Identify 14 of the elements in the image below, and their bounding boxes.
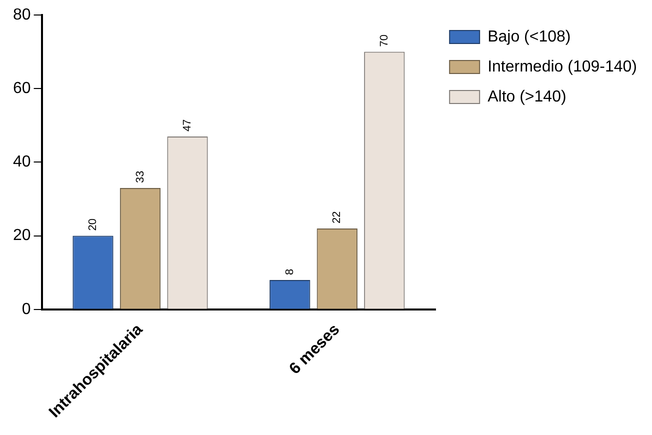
data-label: 70 <box>378 34 390 47</box>
legend-label: Alto (>140) <box>488 88 566 106</box>
data-label: 47 <box>182 119 194 132</box>
legend-label: Intermedio (109-140) <box>488 58 638 76</box>
y-tick-label: 0 <box>22 300 31 318</box>
data-label: 33 <box>134 170 146 183</box>
y-tick-label: 80 <box>13 6 31 24</box>
y-tick-label: 40 <box>13 154 31 171</box>
y-tick-label: 60 <box>13 80 31 98</box>
data-label: 22 <box>331 211 344 224</box>
legend-label: Bajo (<108) <box>488 28 571 46</box>
data-label: 20 <box>87 218 100 231</box>
data-label: 8 <box>284 268 296 275</box>
y-tick-label: 20 <box>13 227 31 244</box>
